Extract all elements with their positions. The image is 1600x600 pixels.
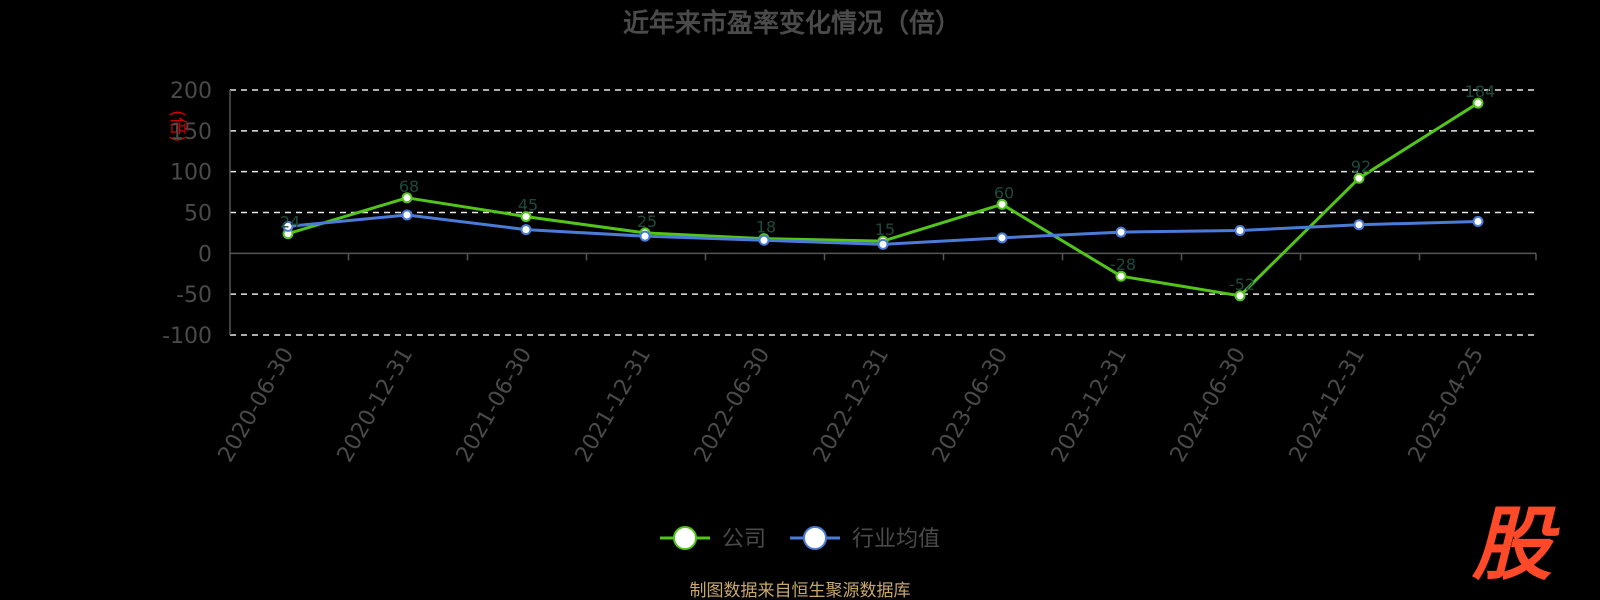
series-1-point[interactable]: [1472, 215, 1484, 227]
legend-label: 公司: [722, 527, 766, 552]
series-0-point[interactable]: [401, 192, 413, 204]
y-tick-label: 50: [184, 202, 212, 227]
legend-label: 行业均值: [852, 527, 940, 552]
series-1-point[interactable]: [282, 220, 294, 232]
data-label: 25: [637, 212, 657, 231]
chart-title: 近年来市盈率变化情况（倍）: [623, 8, 961, 39]
legend-item-0[interactable]: 公司: [660, 526, 766, 552]
data-label: 18: [756, 218, 776, 237]
data-label: -52: [1229, 275, 1255, 294]
y-axis-unit-label: (倍): [167, 110, 188, 142]
series-1-point[interactable]: [996, 232, 1008, 244]
series-1-point[interactable]: [877, 238, 889, 250]
x-tick-label: 2024-06-30: [1166, 344, 1252, 467]
axes: -100 -50 0 50 100 150 200 2020-06-30 2020-12-31 2…: [162, 79, 1537, 467]
data-label: 15: [875, 220, 895, 239]
data-label: 45: [518, 196, 538, 215]
legend-marker: [673, 526, 697, 550]
x-tick-label: 2024-12-31: [1285, 344, 1371, 467]
stock-logo-glyph: 股: [1471, 498, 1560, 591]
y-tick-label: 100: [170, 161, 212, 186]
data-label: 60: [994, 183, 1014, 202]
series-1-point[interactable]: [639, 230, 651, 242]
series-lines: 24 68 45 25 18 15 60 -28 -52 92 184: [280, 82, 1496, 302]
series-1-point[interactable]: [1353, 219, 1365, 231]
legend[interactable]: 公司 行业均值: [660, 526, 940, 552]
data-label: 184: [1465, 82, 1496, 101]
grid-lines: [230, 89, 1536, 336]
series-1-point[interactable]: [758, 234, 770, 246]
legend-marker: [803, 526, 827, 550]
series-0-point[interactable]: [1234, 290, 1246, 302]
legend-item-1[interactable]: 行业均值: [790, 526, 940, 552]
series-1-point[interactable]: [520, 224, 532, 236]
x-tick-label: 2020-12-31: [333, 344, 419, 467]
x-tick-label: 2022-06-30: [690, 344, 776, 467]
y-tick-label: -50: [176, 283, 212, 308]
x-tick-label: 2025-04-25: [1404, 344, 1490, 467]
y-tick-label: -100: [162, 324, 212, 349]
x-tick-label: 2021-12-31: [571, 344, 657, 467]
x-tick-label: 2021-06-30: [452, 344, 538, 467]
data-label: 24: [280, 213, 300, 232]
y-tick-label: 200: [170, 79, 212, 104]
series-1-point[interactable]: [1234, 224, 1246, 236]
x-tick-label: 2022-12-31: [809, 344, 895, 467]
series-line-0: [287, 101, 1479, 298]
series-0-point[interactable]: [1115, 270, 1127, 282]
y-tick-label: 150: [170, 120, 212, 145]
data-label: -28: [1110, 255, 1136, 274]
x-tick-label: 2020-06-30: [214, 344, 300, 467]
data-label: 92: [1351, 157, 1371, 176]
x-tick-label: 2023-06-30: [928, 344, 1014, 467]
series-0-point[interactable]: [1472, 97, 1484, 109]
x-tick-label: 2023-12-31: [1047, 344, 1133, 467]
series-0-point[interactable]: [520, 211, 532, 223]
y-tick-label: 0: [198, 242, 212, 267]
series-0-point[interactable]: [996, 198, 1008, 210]
data-label: 68: [399, 177, 419, 196]
series-1-point[interactable]: [401, 209, 413, 221]
series-0-point[interactable]: [1353, 172, 1365, 184]
series-1-point[interactable]: [1115, 226, 1127, 238]
data-source-note: 制图数据来自恒生聚源数据库: [690, 581, 911, 600]
